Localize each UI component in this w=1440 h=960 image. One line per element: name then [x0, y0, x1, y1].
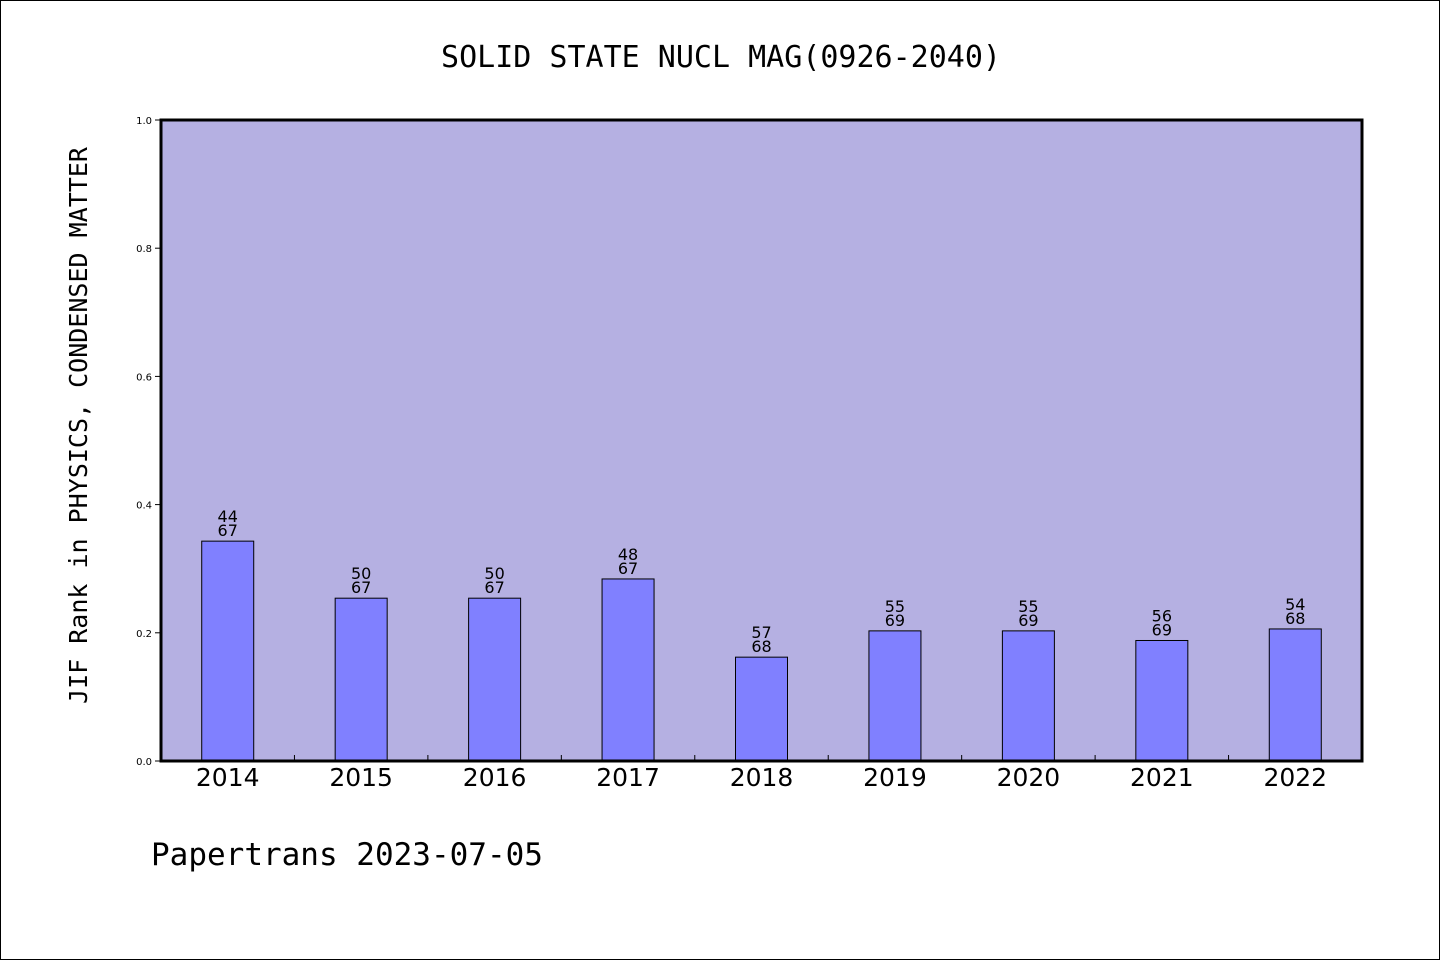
bar-2020: [1001, 630, 1055, 762]
y-tick-label: 0.4: [136, 501, 152, 512]
bar-2019: [868, 630, 922, 762]
bar-label-total-2019: 69: [885, 611, 905, 630]
bar-2018: [735, 656, 788, 762]
bar-label-rank-2017: 48: [618, 545, 638, 564]
x-tick-label-2018: 2018: [730, 763, 794, 792]
bar-label-total-2014: 67: [218, 521, 238, 540]
x-tick-label-2021: 2021: [1130, 763, 1194, 792]
bar-label-total-2021: 69: [1152, 620, 1172, 639]
x-tick-label-2022: 2022: [1263, 763, 1327, 792]
bar-2021: [1135, 639, 1189, 762]
bar-label-rank-2014: 44: [218, 507, 238, 526]
bar-label-total-2015: 67: [351, 578, 371, 597]
y-tick-label: 0.8: [136, 244, 152, 255]
x-tick-label-2014: 2014: [196, 763, 260, 792]
x-tick-label-2019: 2019: [863, 763, 927, 792]
plot-frame: [159, 118, 1364, 763]
bar-label-rank-2021: 56: [1152, 606, 1172, 625]
bars-layer: [201, 540, 1322, 762]
y-tick-label: 0.0: [136, 757, 152, 768]
bar-label-rank-2016: 50: [484, 564, 504, 583]
y-tick-label: 0.2: [136, 629, 152, 640]
y-tick-label: 0.6: [136, 372, 152, 383]
bar-2015: [334, 597, 388, 762]
x-tick-label-2017: 2017: [596, 763, 660, 792]
bar-label-rank-2022: 54: [1285, 595, 1305, 614]
bar-2016: [468, 597, 522, 762]
bar-label-total-2022: 68: [1285, 609, 1305, 628]
x-tick-label-2015: 2015: [329, 763, 393, 792]
chart-title: SOLID STATE NUCL MAG(0926-2040): [441, 40, 1001, 75]
bar-2014: [201, 540, 255, 762]
bar-label-total-2016: 67: [484, 578, 504, 597]
bar-label-total-2018: 68: [751, 637, 771, 656]
bar-label-rank-2015: 50: [351, 564, 371, 583]
footer-credit: Papertrans 2023-07-05: [151, 837, 543, 873]
bar-label-rank-2018: 57: [751, 623, 771, 642]
bar-2017: [601, 578, 655, 762]
bar-2022: [1268, 628, 1322, 762]
bar-label-total-2020: 69: [1018, 611, 1038, 630]
bar-label-rank-2020: 55: [1018, 597, 1038, 616]
x-tick-label-2020: 2020: [997, 763, 1061, 792]
axes-ticks-layer: 0.0 0.2 0.4 0.6 0.8 1.0 2014 2015 2016 2017 2018 20…: [136, 116, 1327, 792]
y-axis-label-group: JIF Rank in PHYSICS, CONDENSED MATTER: [64, 146, 93, 704]
bar-label-total-2017: 67: [618, 559, 638, 578]
bar-label-rank-2019: 55: [885, 597, 905, 616]
y-axis-label: JIF Rank in PHYSICS, CONDENSED MATTER: [64, 146, 93, 704]
y-tick-label: 1.0: [136, 116, 152, 127]
x-tick-label-2016: 2016: [463, 763, 527, 792]
